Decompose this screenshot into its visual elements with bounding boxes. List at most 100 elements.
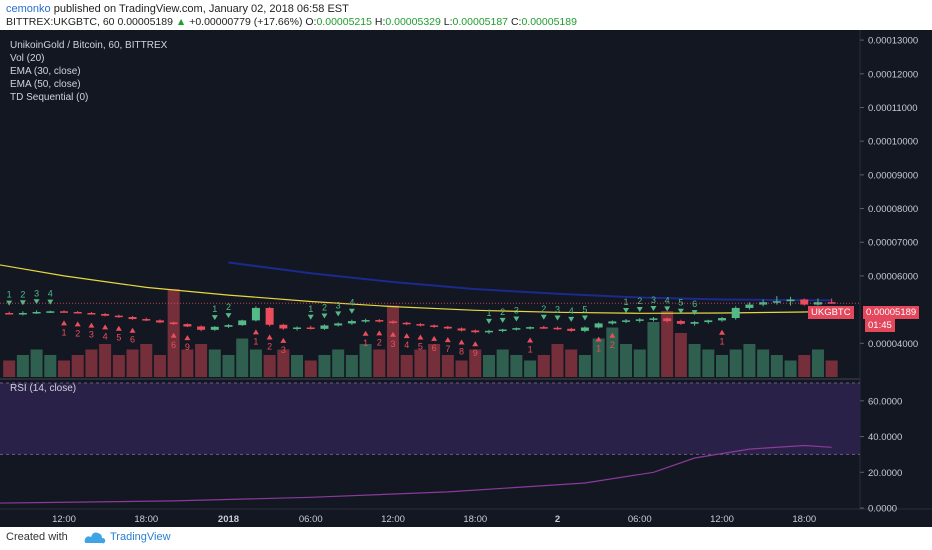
td-arrow-down-icon [513,316,520,322]
td-arrow-up-icon [252,329,259,335]
volume-bar [469,349,482,377]
legend-item-volume[interactable]: Vol (20) [10,53,45,64]
time-tick-label: 18:00 [792,514,816,525]
td-arrow-up-icon [376,330,383,336]
close-value: 0.00005189 [521,16,577,28]
volume-bar [85,349,98,377]
volume-bar [537,355,550,377]
volume-bar [578,355,591,377]
price-tick-label: 0.00012000 [868,69,918,80]
candle-body [320,325,329,329]
tradingview-logo-icon [84,532,106,544]
volume-bar [551,344,564,377]
td-arrow-up-icon [472,341,479,347]
candle-body [457,328,466,331]
td-arrow-down-icon [485,318,492,324]
volume-bar [633,349,646,377]
low-value: 0.00005187 [452,16,509,28]
td-arrow-down-icon [623,308,630,314]
change-up-icon: ▲ [175,16,187,28]
candle-body [60,311,68,313]
time-tick-label: 2 [555,514,560,525]
td-arrow-up-icon [184,335,191,341]
td-count-label: 2 [267,341,272,351]
author-link[interactable]: cemonko [6,3,51,15]
td-arrow-up-icon [417,334,424,340]
candle-body [155,320,164,323]
volume-bar [400,355,413,377]
volume-bar [716,355,728,377]
price-tick-label: 0.00007000 [868,238,918,249]
volume-bar [455,360,468,377]
tag-countdown: 01:45 [868,320,892,331]
legend-item-ema30[interactable]: EMA (30, close) [10,66,81,77]
volume-bar [770,355,783,377]
time-tick-label: 06:00 [628,514,652,525]
volume-bar [44,355,57,377]
volume-bar [702,349,715,377]
candle-body [567,328,576,331]
candle-body [704,320,713,323]
volume-bar [153,355,166,377]
volume-bar [3,360,16,377]
td-count-label: 5 [582,304,587,314]
td-count-label: 2 [20,289,25,299]
price-change: +0.00000779 (+17.66%) [189,16,303,28]
candle-body [526,327,535,329]
rsi-legend[interactable]: RSI (14, close) [10,383,77,394]
volume-bar [482,355,495,377]
volume-bar [606,327,619,377]
legend-item-ema50[interactable]: EMA (50, close) [10,79,81,90]
time-tick-label: 12:00 [52,514,76,525]
candle-body [416,324,425,326]
td-count-label: 3 [514,305,519,315]
td-count-label: 6 [432,343,437,353]
td-arrow-up-icon [115,325,122,331]
volume-bar [510,355,523,377]
td-arrow-down-icon [47,299,54,305]
volume-bar [263,355,276,377]
ema30-line [0,264,832,314]
candle-body [580,327,589,331]
candle-body [772,301,781,303]
volume-bar [291,355,304,377]
ema50-line [228,261,832,302]
candle-body [443,326,452,329]
td-count-label: 2 [75,328,80,338]
legend-item-td[interactable]: TD Sequential (0) [10,92,89,103]
symbol-line: BITTREX:UKGBTC, 60 0.00005189 ▲ +0.00000… [6,16,577,28]
td-arrow-down-icon [554,315,561,321]
footer-brand[interactable]: TradingView [110,531,171,543]
volume-bar [729,349,742,377]
td-count-label: 3 [651,295,656,305]
candle-body [498,329,507,331]
footer-created-text: Created with [6,531,68,543]
candle-body [375,320,384,322]
td-arrow-up-icon [266,334,273,340]
td-count-label: 1 [253,336,258,346]
volume-bar [428,344,441,377]
td-arrow-up-icon [390,331,396,337]
volume-bar [345,355,358,377]
volume-bar [387,305,399,377]
candle-body [402,322,411,325]
candle-body [512,328,521,330]
td-arrow-up-icon [595,336,602,342]
td-arrow-up-icon [129,327,136,333]
td-arrow-down-icon [540,314,547,320]
candle-body [279,324,288,329]
indicator-legend: UnikoinGold / Bitcoin, 60, BITTREX Vol (… [10,39,167,104]
candle-body [539,327,548,329]
candle-body [622,320,631,322]
td-count-label: 3 [390,339,395,349]
candle-body [210,326,219,330]
volume-bar [592,338,605,377]
chart-svg[interactable]: 1 2 3 41 2 3 4 5 66 91 212 31 2 3 41 2 3 4 5 6 7 8 91 2 312 3 4 51 2… [0,30,932,527]
publish-text: published on TradingView.com, January 02… [53,3,349,15]
td-count-label: 3 [336,300,341,310]
td-count-label: 2 [377,337,382,347]
td-count-label: 4 [349,298,354,308]
candle-body [786,299,795,302]
td-arrow-up-icon [102,324,109,330]
